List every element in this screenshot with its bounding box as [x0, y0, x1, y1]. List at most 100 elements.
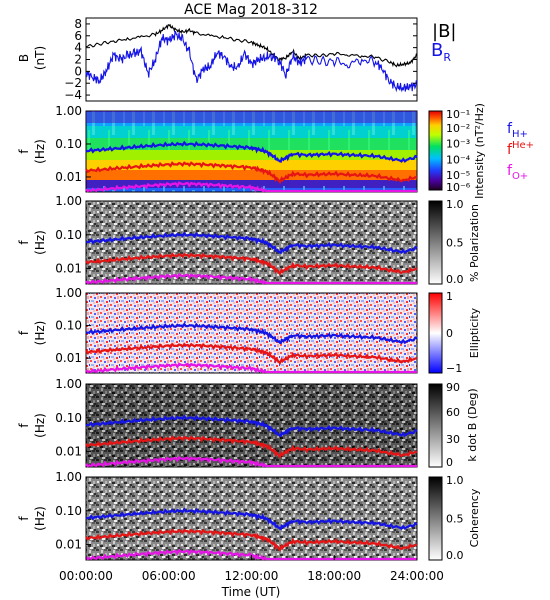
y-tick-label: 6 [74, 29, 82, 43]
gyro-line-fH [85, 507, 418, 531]
x-tick-label: 24:00:00 [390, 569, 444, 583]
y-tick-label: 2 [74, 53, 82, 67]
gyro-line-fH [85, 322, 418, 345]
colorbar-polarization-ticks: 1.0 0.5 0.0 [446, 198, 464, 286]
panel-2-gyro-lines [85, 140, 418, 193]
gyro-line-fO [85, 181, 417, 193]
freq-tick-label: 0.01 [55, 445, 82, 459]
panel-3-gyro-lines [85, 231, 418, 285]
gyro-line-fH [85, 414, 418, 438]
colorbar-tick-label: 0 [446, 327, 453, 340]
gyro-line-fHe [85, 435, 418, 460]
colorbar-tick-label: 60 [446, 406, 460, 419]
panel-5-spectrogram [85, 383, 418, 468]
panel-6-spectrogram [85, 476, 418, 561]
freq-tick-label: 1.00 [55, 194, 82, 208]
freq-axis-label-hz: (Hz) [33, 321, 47, 346]
colorbar-intensity-ticks: 10⁻¹10⁻² 10⁻³ 10⁻⁴ 10⁻⁵10⁻⁶ [446, 108, 471, 194]
colorbar-tick-label: 0.0 [446, 273, 464, 286]
freq-axis-label-hz: (Hz) [33, 139, 47, 164]
colorbar-coherency [428, 476, 443, 561]
colorbar-tick-label: 0.0 [446, 549, 464, 562]
panel-5-gyro-lines [85, 414, 418, 468]
freq-axis-label-f: f [17, 423, 31, 428]
panel-intensity: 10⁻¹10⁻² 10⁻³ 10⁻⁴ 10⁻⁵10⁻⁶ Intensity (nT²/… [85, 103, 534, 199]
colorbar-kdotb-ticks: 90 60 30 0 [446, 381, 460, 469]
colorbar-ellipticity-label: Ellipticity [468, 307, 481, 358]
colorbar-tick-label: 90 [446, 381, 460, 394]
colorbar-tick-label: −1 [446, 362, 462, 375]
colorbar-ellipticity [428, 292, 443, 374]
panel-6-gyro-lines [85, 507, 418, 561]
freq-tick-label: 0.10 [55, 137, 82, 151]
gyro-line-fH [85, 140, 418, 163]
colorbar-tick-label: 10⁻² [446, 122, 470, 135]
panel-2-top-band [86, 111, 417, 123]
colorbar-tick-label: 10⁻³ [446, 138, 470, 151]
panel-polarization: 1.0 0.5 0.0 % Polarization [85, 198, 481, 286]
freq-tick-label: 1.00 [55, 470, 82, 484]
x-tick-label: 18:00:00 [307, 569, 361, 583]
colorbar-tick-label: 30 [446, 433, 460, 446]
x-tick-label: 12:00:00 [225, 569, 279, 583]
freq-axis-label-hz: (Hz) [33, 506, 47, 531]
freq-axis-label-f: f [17, 240, 31, 245]
colorbar-polarization-label: % Polarization [468, 204, 481, 282]
colorbar-intensity-label: Intensity (nT²/Hz) [473, 103, 486, 199]
x-tick-label: 06:00:00 [142, 569, 196, 583]
colorbar-kdotb [428, 383, 443, 468]
colorbar-coherency-ticks: 1.0 0.5 0.0 [446, 474, 464, 562]
panel-1-series [85, 23, 418, 93]
freq-tick-label: 1.00 [55, 286, 82, 300]
y-tick-label: 4 [74, 41, 82, 55]
colorbar-tick-label: 0.5 [446, 237, 464, 250]
panel-k-dot-b: 90 60 30 0 k dot B (Deg) [85, 381, 479, 469]
colorbar-tick-label: 0 [446, 456, 453, 469]
freq-tick-label: 0.10 [55, 411, 82, 425]
panel-4-spectrogram [85, 292, 418, 374]
y-tick-label: −2 [64, 76, 82, 90]
gyro-line-fO [85, 362, 417, 374]
frequency-axis-labels: 1.000.100.01f (Hz)1.000.100.01f (Hz)1.000.… [17, 104, 91, 552]
chart-title: ACE Mag 2018-312 [184, 2, 318, 18]
legend-fH: fH+ [507, 121, 528, 140]
freq-tick-label: 0.01 [55, 351, 82, 365]
freq-tick-label: 0.10 [55, 504, 82, 518]
colorbar-tick-label: 10⁻¹ [446, 108, 470, 121]
panel-1-ylabel-top: B [17, 54, 31, 62]
colorbar-intensity [428, 110, 443, 191]
y-tick-label: −4 [64, 88, 82, 102]
gyro-line-fH [85, 231, 418, 255]
panel-1-ylabel-bottom: (nT) [33, 46, 47, 70]
gyro-line-fHe [85, 161, 418, 185]
panel-3-spectrogram [85, 200, 418, 285]
series-line-BR [85, 30, 418, 93]
gyro-line-fO [85, 549, 417, 561]
legend-fO: fO+ [507, 163, 528, 182]
colorbar-tick-label: 10⁻⁶ [446, 181, 471, 194]
freq-tick-label: 0.10 [55, 319, 82, 333]
panel-4-gyro-lines [85, 322, 418, 374]
panel-1-frame [85, 17, 418, 102]
freq-tick-label: 1.00 [55, 104, 82, 118]
colorbar-tick-label: 10⁻⁴ [446, 153, 471, 166]
panel-coherency: 1.0 0.5 0.0 Coherency [85, 474, 481, 562]
colorbar-tick-label: 1.0 [446, 198, 464, 211]
x-axis-label: Time (UT) [221, 585, 281, 599]
panel-2-spectrogram [85, 110, 418, 193]
x-tick-label: 00:00:00 [59, 569, 113, 583]
freq-axis-label-f: f [17, 516, 31, 521]
freq-axis-label-f: f [17, 330, 31, 335]
freq-axis-label-hz: (Hz) [33, 413, 47, 438]
legend-fHe: fHe+ [507, 140, 534, 158]
colorbar-polarization [428, 200, 443, 285]
gyro-line-fHe [85, 528, 418, 553]
colorbar-tick-label: 10⁻⁵ [446, 169, 470, 182]
freq-tick-label: 0.01 [55, 538, 82, 552]
freq-tick-label: 0.01 [55, 170, 82, 184]
colorbar-tick-label: 1.0 [446, 474, 464, 487]
colorbar-tick-label: 0.5 [446, 513, 464, 526]
freq-tick-label: 1.00 [55, 377, 82, 391]
